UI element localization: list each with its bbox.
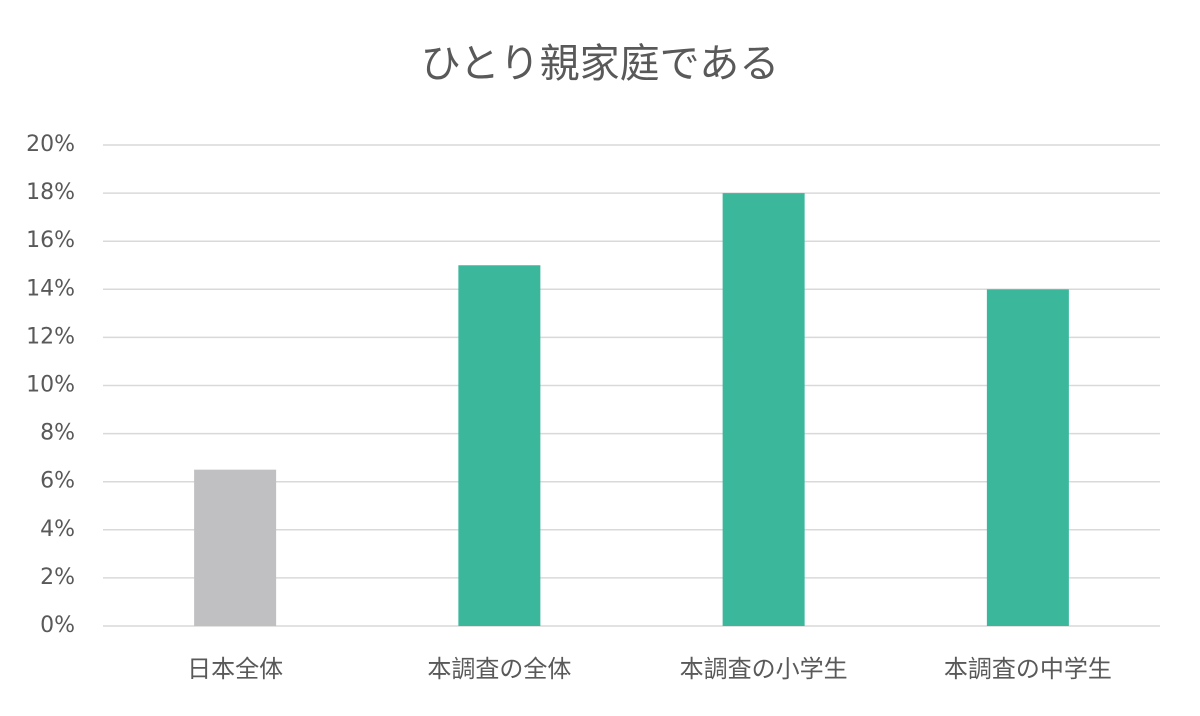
- y-tick-label: 14%: [26, 276, 75, 301]
- y-tick-label: 8%: [40, 421, 75, 446]
- chart-title: ひとり親家庭である: [421, 41, 779, 87]
- bar: [458, 265, 541, 626]
- x-tick-label: 本調査の小学生: [680, 655, 848, 683]
- x-tick-label: 本調査の全体: [427, 655, 571, 683]
- y-tick-label: 4%: [40, 517, 75, 542]
- x-tick-label: 本調査の中学生: [944, 655, 1112, 683]
- y-tick-label: 12%: [26, 324, 75, 349]
- bar: [194, 469, 277, 626]
- y-tick-label: 20%: [26, 132, 75, 157]
- y-tick-label: 0%: [40, 613, 75, 638]
- y-tick-label: 10%: [26, 373, 75, 398]
- bar: [986, 289, 1069, 626]
- y-tick-label: 18%: [26, 180, 75, 205]
- y-tick-label: 6%: [40, 469, 75, 494]
- y-tick-label: 16%: [26, 228, 75, 253]
- x-tick-label: 日本全体: [187, 655, 283, 683]
- y-tick-label: 2%: [40, 565, 75, 590]
- bar: [722, 193, 805, 626]
